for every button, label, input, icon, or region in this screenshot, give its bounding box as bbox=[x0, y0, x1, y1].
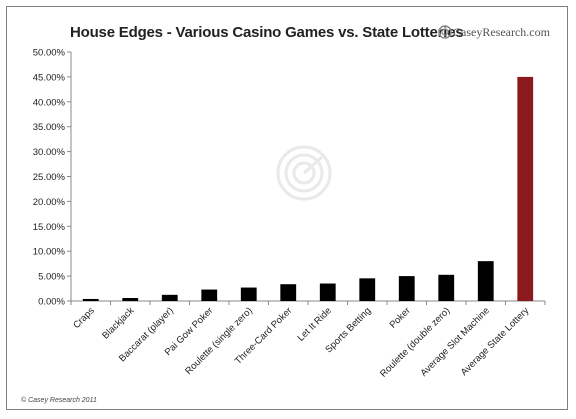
bar bbox=[201, 289, 218, 301]
bar bbox=[359, 278, 376, 301]
bar bbox=[517, 76, 534, 302]
target-watermark-icon bbox=[276, 145, 332, 201]
bar bbox=[477, 261, 494, 301]
bar bbox=[438, 274, 455, 301]
y-tick-label: 20.00% bbox=[33, 197, 66, 208]
chart-frame: House Edges - Various Casino Games vs. S… bbox=[6, 6, 568, 410]
x-axis bbox=[70, 300, 546, 305]
x-tick-label: Craps bbox=[71, 305, 97, 331]
y-tick-label: 40.00% bbox=[33, 97, 66, 108]
x-tick-label: Average Slot Machine bbox=[418, 305, 491, 378]
y-tick-label: 25.00% bbox=[33, 172, 66, 183]
bar-chart: 0.00% 5.00% 10.00% 15.00% 20.00% 25.00% 30.00%… bbox=[33, 48, 546, 380]
y-tick-label: 10.00% bbox=[33, 247, 66, 258]
casey-research-logo-icon bbox=[438, 25, 452, 39]
brand-name: CaseyResearch.com bbox=[453, 25, 550, 39]
y-tick-label: 45.00% bbox=[33, 72, 66, 83]
x-tick-label: Average State Lottery bbox=[459, 305, 532, 378]
copyright-text: © Casey Research 2011 bbox=[21, 397, 97, 404]
x-tick-label: Blackjack bbox=[100, 305, 136, 341]
y-tick-label: 35.00% bbox=[33, 122, 66, 133]
x-tick-label: Roulette (single zero) bbox=[183, 305, 255, 377]
y-tick-label: 30.00% bbox=[33, 147, 66, 158]
bar bbox=[280, 284, 297, 301]
y-tick-label: 5.00% bbox=[38, 272, 65, 283]
bars bbox=[82, 76, 534, 302]
bar bbox=[319, 283, 336, 301]
bar bbox=[82, 298, 99, 301]
y-axis: 0.00% 5.00% 10.00% 15.00% 20.00% 25.00% 30.00%… bbox=[33, 48, 72, 308]
brand-label: CaseyResearch.com bbox=[453, 25, 550, 40]
y-tick-label: 0.00% bbox=[38, 297, 65, 308]
bar bbox=[240, 287, 257, 301]
chart-title: House Edges - Various Casino Games vs. S… bbox=[70, 24, 464, 41]
bar bbox=[122, 298, 139, 301]
y-tick-label: 50.00% bbox=[33, 48, 66, 59]
x-tick-label: Roulette (double zero) bbox=[378, 305, 452, 379]
x-tick-label: Let It Ride bbox=[295, 305, 333, 343]
bar bbox=[161, 294, 178, 301]
x-tick-label: Poker bbox=[388, 305, 413, 330]
y-tick-label: 15.00% bbox=[33, 222, 66, 233]
bar bbox=[398, 276, 415, 301]
